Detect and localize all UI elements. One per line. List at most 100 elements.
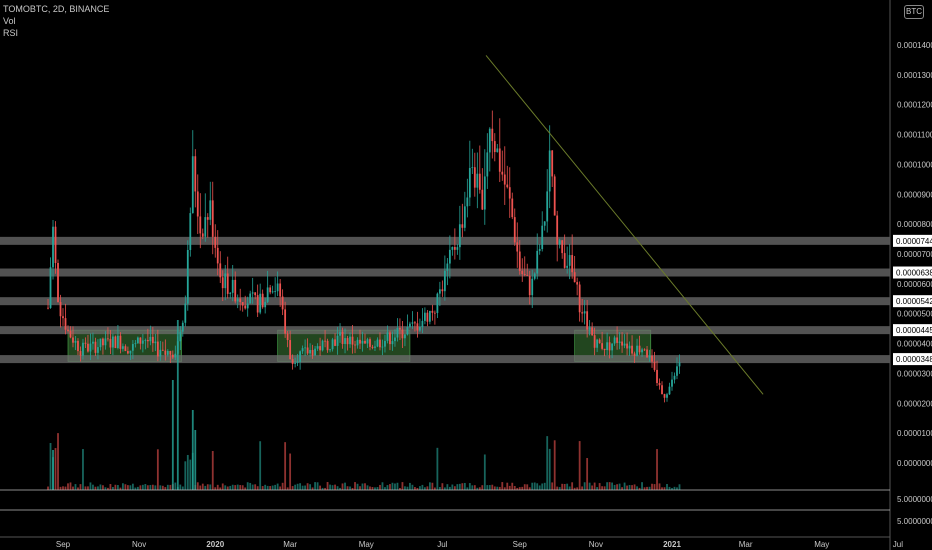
candle-body (69, 330, 72, 338)
volume-bar (216, 484, 219, 490)
volume-bar (379, 484, 381, 490)
volume-bar (426, 486, 429, 490)
volume-bar (463, 482, 466, 490)
time-tick-label: 2021 (663, 540, 681, 549)
volume-bar (49, 442, 52, 490)
volume-bar (136, 486, 139, 490)
volume-bar (321, 487, 324, 490)
volume-bar (621, 487, 623, 490)
volume-bar (176, 320, 179, 490)
price-axis[interactable]: 0.00014000 0.00013000 0.00012000 0.00011000… (889, 0, 932, 550)
volume-bar (52, 450, 54, 490)
candle-body (518, 251, 521, 271)
candle-body (99, 338, 102, 348)
level-tag-box (893, 353, 932, 366)
volume-bar (433, 487, 436, 490)
candle-body (516, 242, 519, 252)
volume-bar (339, 487, 341, 490)
candle-body (226, 273, 229, 294)
candle-body (638, 345, 641, 353)
volume-bar (478, 487, 481, 490)
volume-bar (446, 484, 449, 490)
candle-body (117, 335, 119, 348)
volume-bar (234, 485, 237, 490)
volume-bar (551, 482, 554, 490)
candle-body (478, 173, 481, 190)
volume-bar (536, 483, 539, 490)
candle-body (668, 386, 671, 395)
candle-body (391, 341, 394, 345)
currency-badge[interactable]: BTC (904, 5, 924, 19)
volume-bar (601, 486, 604, 490)
volume-bar (606, 482, 609, 490)
volume-bar (214, 487, 217, 490)
candle-body (359, 339, 361, 344)
volume-bar (274, 484, 277, 490)
volume-bar (608, 482, 611, 490)
volume-bars (47, 320, 681, 490)
candle-body (399, 327, 401, 330)
candle-body (546, 191, 549, 222)
time-tick-label: Sep (56, 540, 71, 549)
candle-body (508, 187, 511, 199)
candle-body (244, 305, 247, 309)
volume-bar (663, 487, 666, 490)
volume-bar (628, 484, 631, 490)
time-axis[interactable]: Sep Nov 2020 Mar May Jul Sep Nov 2021 Mar May Jul (0, 536, 903, 549)
volume-bar (538, 485, 541, 490)
candle-body (371, 346, 374, 348)
candle-body (161, 349, 164, 351)
candle-body (149, 336, 152, 342)
candle-body (361, 340, 364, 344)
volume-bar (359, 486, 361, 490)
volume-bar (451, 484, 454, 490)
volume-bar (384, 487, 386, 490)
candle-body (284, 309, 287, 334)
candle-body (458, 224, 461, 248)
candle-body (276, 283, 279, 292)
candle-body (411, 322, 414, 324)
volume-bar (324, 487, 326, 490)
candle-body (164, 350, 167, 355)
candle-body (196, 191, 199, 217)
candle-body (289, 340, 292, 360)
candle-body (216, 247, 219, 264)
candle-body (64, 318, 67, 330)
volume-bar (366, 485, 369, 490)
candle-body (493, 141, 496, 153)
candle-body (219, 263, 222, 278)
volume-bar (496, 486, 499, 490)
candle-body (314, 348, 316, 356)
candle-body (246, 303, 249, 309)
candle-body (531, 278, 534, 296)
volume-bar (79, 484, 82, 490)
volume-bar (102, 485, 104, 490)
candle-body (151, 336, 154, 344)
volume-bar (124, 484, 127, 490)
candle-body (376, 339, 379, 347)
candle-body (169, 351, 172, 355)
candle-body (541, 225, 544, 250)
candle-body (538, 249, 541, 251)
candle-body (299, 351, 302, 362)
candle-body (613, 337, 616, 344)
volume-bar (346, 486, 349, 490)
volume-bar (241, 485, 244, 490)
candle-body (249, 293, 252, 304)
volume-bar (159, 485, 162, 490)
volume-bar (543, 482, 546, 490)
candle-body (416, 323, 419, 331)
candle-body (181, 322, 184, 332)
volume-bar (59, 486, 62, 490)
candle-body (62, 316, 64, 319)
candle-body (436, 293, 439, 314)
candle-body (92, 341, 94, 344)
level-band (0, 236, 890, 245)
volume-bar (528, 487, 531, 490)
volume-bar (458, 483, 461, 490)
candle-body (126, 351, 129, 354)
volume-bar (276, 483, 279, 490)
candle-body (59, 302, 62, 317)
